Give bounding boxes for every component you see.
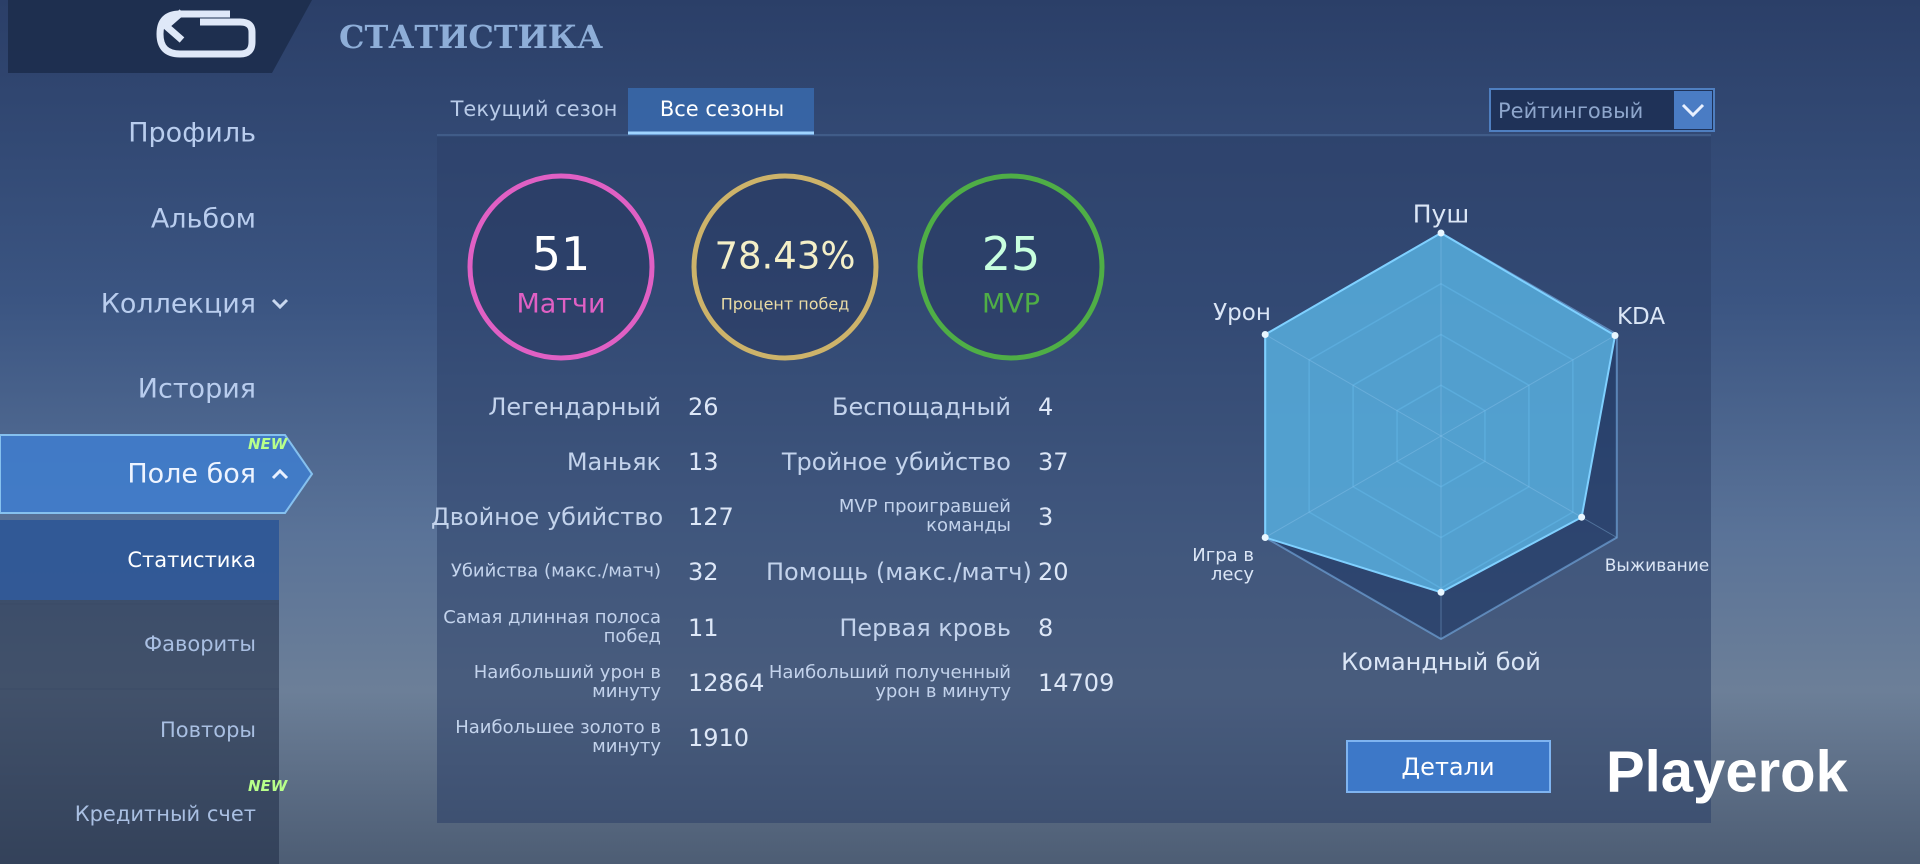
chevron-up bbox=[271, 468, 289, 480]
details-button[interactable] bbox=[1346, 740, 1551, 793]
stat-label: Двойное убийство bbox=[431, 503, 664, 531]
stat-value: 4 bbox=[1038, 393, 1054, 421]
new-badge: NEW bbox=[248, 777, 288, 795]
stat-value: 12864 bbox=[688, 669, 765, 697]
summary-ring bbox=[917, 173, 1105, 361]
back-icon[interactable] bbox=[156, 10, 256, 58]
stat-label: Наибольшее золото в минуту bbox=[455, 717, 661, 757]
sidebar-subitem[interactable]: Кредитный счет bbox=[74, 802, 256, 826]
radar-spoke bbox=[1440, 334, 1618, 437]
radar-point bbox=[1578, 513, 1586, 521]
sidebar-item[interactable]: Поле боя bbox=[127, 458, 256, 490]
stat-value: 1910 bbox=[688, 724, 750, 752]
summary-ring bbox=[691, 173, 879, 361]
stat-label: Наибольший урон в минуту bbox=[473, 662, 661, 702]
stat-value: 32 bbox=[688, 558, 719, 586]
stat-value: 37 bbox=[1038, 448, 1069, 476]
summary-value: 51 bbox=[531, 227, 591, 281]
radar-point bbox=[1611, 332, 1619, 340]
radar-axis-label: Игра в лесу bbox=[1192, 545, 1254, 585]
tab[interactable]: Текущий сезон bbox=[450, 97, 618, 121]
summary-value: 25 bbox=[981, 227, 1041, 281]
active-item-bg bbox=[0, 434, 314, 514]
stat-label: Маньяк bbox=[566, 448, 661, 476]
page-title: СТАТИСТИКА bbox=[339, 18, 604, 56]
radar-spoke bbox=[1440, 435, 1618, 538]
summary-label: Матчи bbox=[516, 288, 606, 320]
stat-value: 8 bbox=[1038, 614, 1054, 642]
details-label[interactable]: Детали bbox=[1401, 753, 1495, 781]
dropdown-chevron bbox=[1681, 103, 1705, 118]
stat-value: 20 bbox=[1038, 558, 1069, 586]
sidebar-item[interactable]: Профиль bbox=[128, 117, 256, 149]
summary-label: Процент побед bbox=[720, 294, 850, 314]
sidebar-subitem[interactable]: Статистика bbox=[127, 548, 256, 572]
summary-value: 78.43% bbox=[714, 234, 856, 278]
new-badge: NEW bbox=[248, 435, 288, 453]
stat-value: 13 bbox=[688, 448, 719, 476]
stat-label: MVP проигравшей команды bbox=[838, 496, 1011, 536]
summary-label: MVP bbox=[981, 288, 1041, 320]
stat-label: Убийства (макс./матч) bbox=[450, 560, 661, 582]
radar-point bbox=[1437, 229, 1445, 237]
dropdown-toggle[interactable] bbox=[1674, 91, 1712, 129]
tab[interactable]: Все сезоны bbox=[659, 97, 785, 121]
radar-point bbox=[1261, 331, 1269, 338]
stat-value: 3 bbox=[1038, 503, 1054, 531]
radar-point bbox=[1437, 588, 1445, 596]
stat-label: Тройное убийство bbox=[781, 448, 1011, 476]
sidebar-item[interactable]: Коллекция bbox=[100, 288, 256, 320]
chevron-down bbox=[271, 298, 289, 310]
radar-axis-label: Пуш bbox=[1412, 199, 1470, 229]
radar-spoke bbox=[1264, 435, 1442, 538]
stat-value: 14709 bbox=[1038, 669, 1115, 697]
stat-value: 127 bbox=[688, 503, 734, 531]
radar-axis-label: Выживание bbox=[1604, 556, 1710, 576]
radar-axis-label: Урон bbox=[1213, 300, 1271, 326]
back-arrow bbox=[160, 9, 185, 43]
stat-value: 11 bbox=[688, 614, 719, 642]
sidebar-item[interactable]: История bbox=[137, 373, 256, 405]
active-tab-bg bbox=[628, 88, 814, 135]
stat-label: Беспощадный bbox=[832, 393, 1011, 421]
radar-spoke bbox=[1264, 334, 1442, 437]
sidebar-subitem[interactable]: Повторы bbox=[159, 718, 256, 742]
stat-label: Легендарный bbox=[488, 393, 661, 421]
radar-axis-label: KDA bbox=[1616, 304, 1666, 330]
stat-label: Первая кровь bbox=[839, 614, 1011, 642]
sidebar-subitem[interactable]: Фавориты bbox=[144, 632, 256, 656]
stat-label: Помощь (макс./матч) bbox=[766, 558, 1032, 586]
radar-axis-label: Командный бой bbox=[1341, 648, 1541, 676]
stat-value: 26 bbox=[688, 393, 719, 421]
stat-label: Наибольший полученный урон в минуту bbox=[768, 662, 1011, 702]
radar-point bbox=[1261, 534, 1269, 541]
summary-ring bbox=[467, 173, 655, 361]
stat-label: Самая длинная полоса побед bbox=[443, 607, 661, 647]
active-subitem-bg bbox=[0, 520, 279, 600]
watermark: Playerok bbox=[1606, 739, 1848, 805]
dropdown-label[interactable]: Рейтинговый bbox=[1498, 99, 1644, 123]
sidebar-item[interactable]: Альбом bbox=[150, 203, 256, 235]
